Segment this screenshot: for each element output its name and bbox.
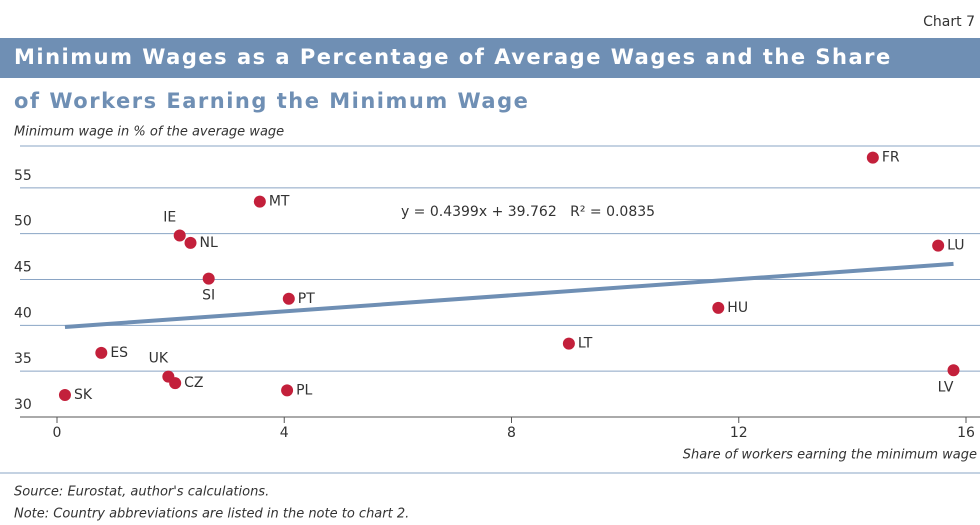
y-tick-label: 45 [14, 260, 32, 276]
y-tick-label: 30 [14, 397, 32, 413]
point-label: LT [578, 336, 593, 352]
point-label: IE [163, 210, 176, 226]
x-tick-label: 12 [730, 425, 748, 441]
note: Note: Country abbreviations are listed i… [14, 507, 409, 522]
title-bar [0, 38, 980, 78]
point-label: CZ [184, 375, 203, 391]
point-label: LU [947, 238, 964, 254]
point [95, 346, 108, 359]
x-tick-label: 0 [53, 425, 62, 441]
x-tick-label: 8 [507, 425, 516, 441]
point-label: SI [202, 288, 215, 304]
point [169, 377, 182, 390]
point [932, 239, 945, 252]
point [184, 236, 197, 249]
chart-title: of Workers Earning the Minimum Wage [14, 89, 529, 113]
y-tick-label: 40 [14, 305, 32, 321]
y-tick-label: 35 [14, 351, 32, 367]
point [281, 384, 294, 397]
point-label: SK [74, 387, 93, 403]
x-axis-label: Share of workers earning the minimum wag… [683, 448, 977, 463]
point [253, 195, 266, 208]
point-label: UK [149, 351, 169, 367]
point-label: PL [296, 382, 312, 398]
y-tick-label: 50 [14, 214, 32, 230]
x-tick-label: 4 [280, 425, 289, 441]
point [282, 292, 295, 305]
point-label: HU [727, 300, 748, 316]
y-tick-label: 55 [14, 168, 32, 184]
point [947, 364, 960, 377]
chart-title: Minimum Wages as a Percentage of Average… [14, 45, 892, 69]
x-tick-label: 16 [957, 425, 975, 441]
point-label: ES [110, 345, 128, 361]
point-label: LV [938, 379, 954, 395]
point [866, 151, 879, 164]
point [202, 272, 215, 285]
point-label: NL [200, 235, 218, 251]
trend-line [64, 261, 954, 329]
chart-number: Chart 7 [923, 14, 975, 30]
point [173, 229, 186, 242]
point-label: MT [269, 194, 290, 210]
point-label: FR [882, 150, 900, 166]
point [58, 389, 71, 401]
y-axis-label: Minimum wage in % of the average wage [14, 125, 284, 140]
trend-equation: y = 0.4399x + 39.762 R² = 0.0835 [401, 204, 655, 220]
point-label: PT [298, 291, 315, 307]
point [712, 301, 725, 314]
point [562, 337, 575, 350]
source: Source: Eurostat, author's calculations. [14, 485, 269, 500]
